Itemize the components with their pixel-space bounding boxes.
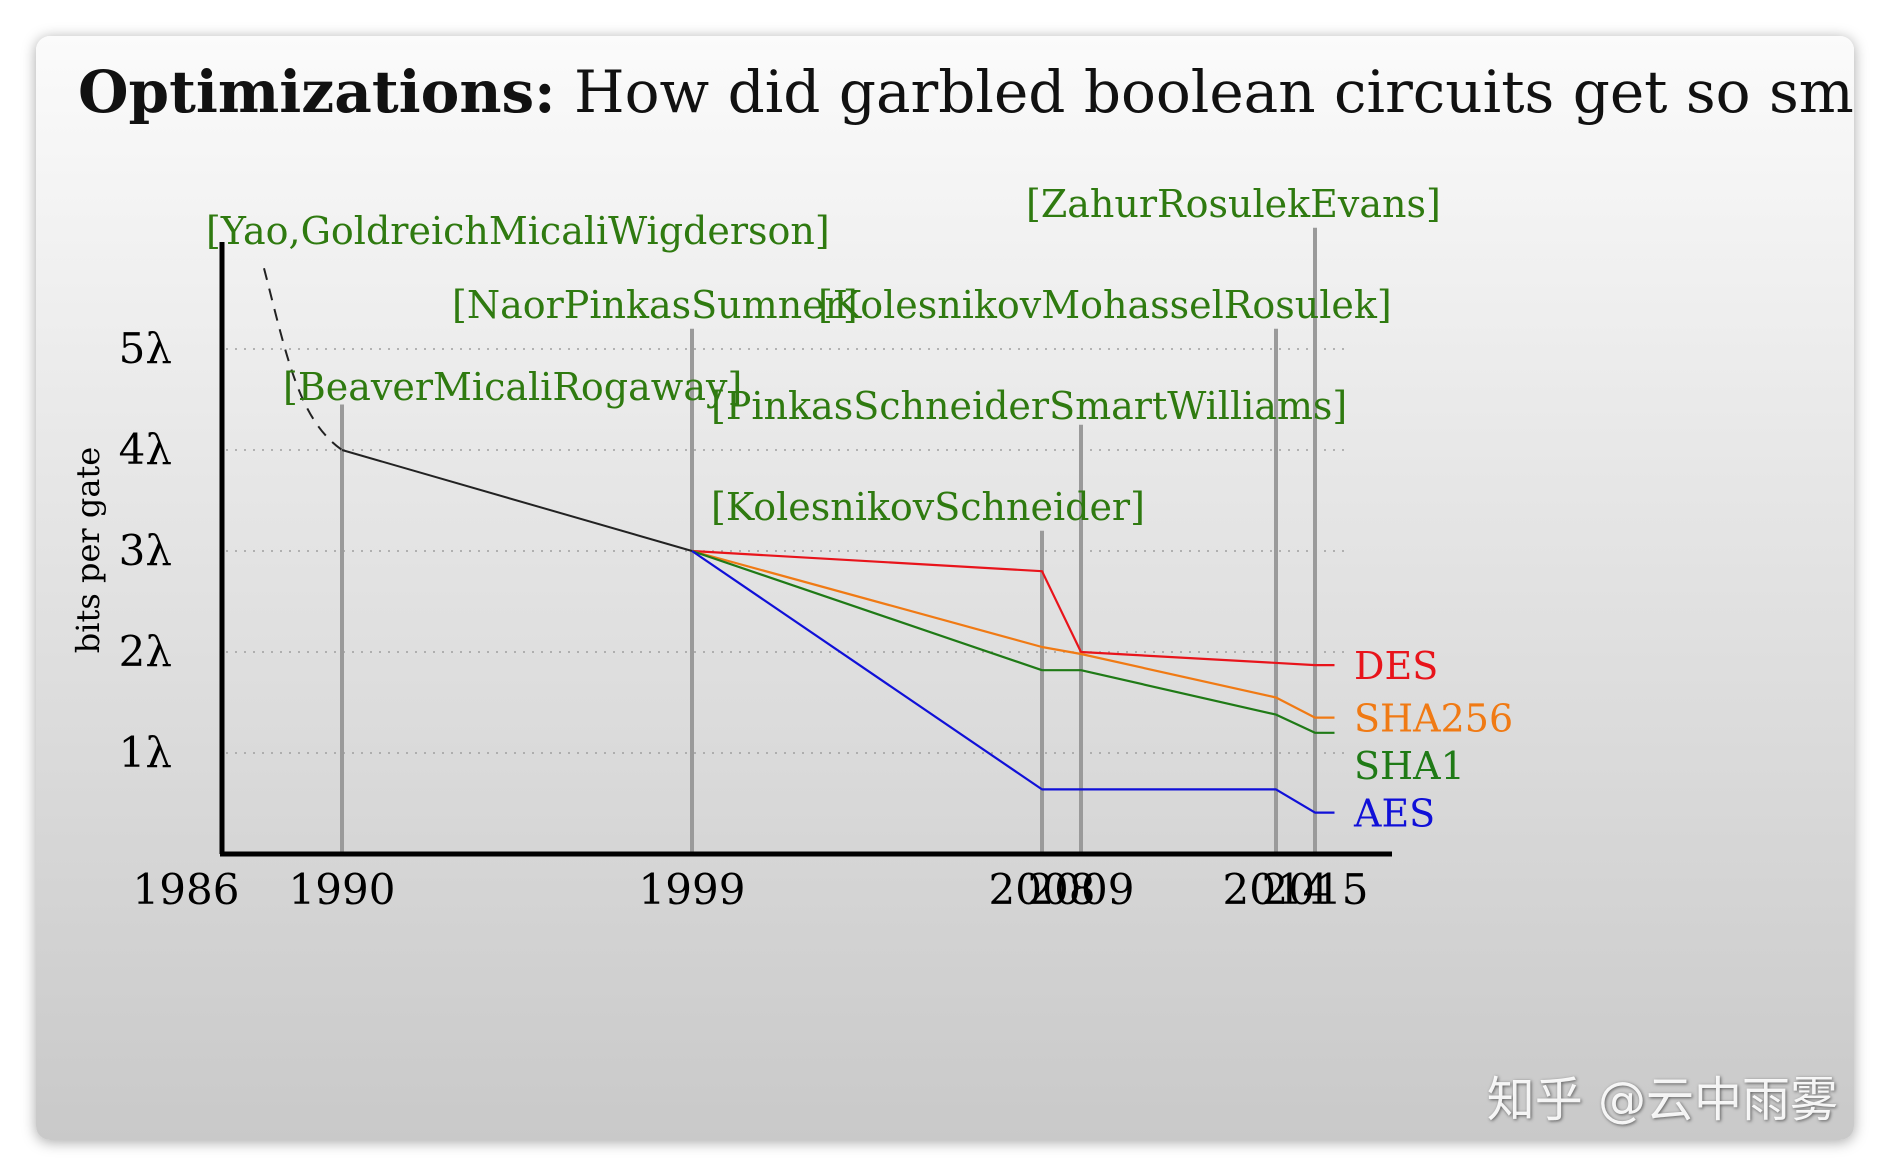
grid-lines [226,348,1346,754]
title-bold: Optimizations: [78,58,556,126]
series-lines [691,549,1335,814]
x-tick-label: 1986 [133,865,240,914]
series-label-des: DES [1354,644,1438,688]
chart: [Yao,GoldreichMicaliWigderson] [BeaverMic… [69,182,1513,914]
event-label: [BeaverMicaliRogaway] [283,365,742,409]
x-tick-label: 2008 [989,865,1096,914]
watermark: 知乎 @云中雨雾 [1486,1072,1838,1128]
baseline-dashed [263,267,343,451]
baseline-curve [263,267,693,552]
series-des-line [691,549,1335,667]
baseline-solid [341,449,693,552]
series-aes-line [691,550,1335,814]
series-sha1-line [691,549,1335,734]
x-tick-label: 2014 [1223,865,1330,914]
x-tick-label: 2009 [1028,865,1135,914]
series-label-aes: AES [1353,792,1435,836]
y-tick-label: 4λ [119,425,172,474]
event-lines [340,227,1317,854]
event-label: [PinkasSchneiderSmartWilliams] [711,384,1347,428]
event-labels: [Yao,GoldreichMicaliWigderson] [BeaverMic… [206,182,1441,529]
y-tick-labels: 1λ 2λ 3λ 4λ 5λ [119,324,172,777]
title-rest: How did garbled boolean circuits get so … [574,58,1854,126]
series-label-sha1: SHA1 [1354,744,1465,788]
y-axis-label: bits per gate [69,447,107,653]
event-label: [KolesnikovSchneider] [711,485,1145,529]
y-tick-label: 1λ [119,728,172,777]
x-tick-label: 2015 [1262,865,1369,914]
slide: Optimizations: How did garbled boolean c… [36,36,1854,1140]
x-tick-label: 1990 [289,865,396,914]
y-tick-label: 5λ [119,324,172,373]
axes [219,242,1392,857]
event-label: [NaorPinkasSumner] [452,283,858,327]
series-label-sha256: SHA256 [1354,697,1513,741]
y-tick-label: 2λ [119,627,172,676]
slide-title: Optimizations: How did garbled boolean c… [78,58,1854,126]
event-label: [KolesnikovMohasselRosulek] [818,283,1392,327]
series-sha256-line [691,549,1335,719]
x-tick-label: 1999 [639,865,746,914]
event-label: [Yao,GoldreichMicaliWigderson] [206,209,830,253]
y-tick-label: 3λ [119,526,172,575]
event-label: [ZahurRosulekEvans] [1026,182,1441,226]
